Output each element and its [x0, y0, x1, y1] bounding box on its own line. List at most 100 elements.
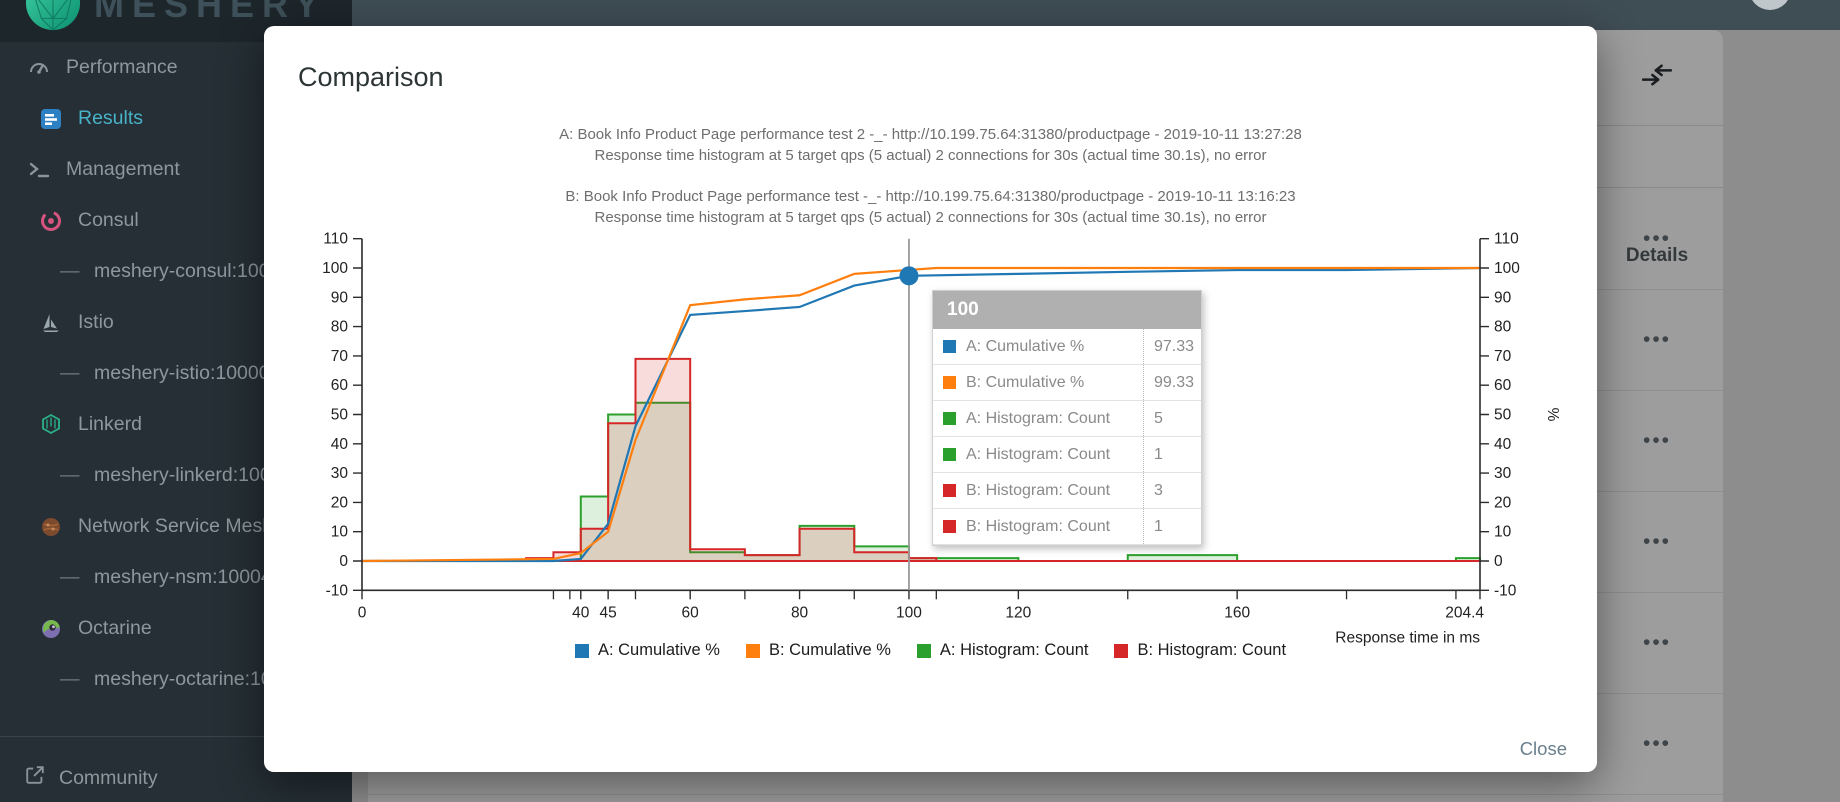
chart-tooltip: 100 A: Cumulative % 97.33 B: Cumulative % 9… — [932, 290, 1202, 546]
tooltip-series-value: 5 — [1143, 401, 1201, 436]
tooltip-rows: A: Cumulative % 97.33 B: Cumulative % 99.33… — [933, 329, 1201, 545]
series-color-swatch — [943, 484, 956, 497]
svg-text:20: 20 — [1494, 494, 1512, 511]
sub-item-dash: — — [60, 362, 80, 384]
svg-text:10: 10 — [1494, 524, 1512, 541]
sidebar-item-label: Linkerd — [78, 413, 142, 435]
row-more-actions-button[interactable]: ••• — [1611, 328, 1703, 352]
svg-text:80: 80 — [1494, 319, 1512, 336]
row-more-actions-button[interactable]: ••• — [1611, 429, 1703, 453]
close-button[interactable]: Close — [1519, 738, 1567, 759]
row-more-actions-button[interactable]: ••• — [1611, 631, 1703, 655]
octarine-icon — [38, 617, 64, 641]
sub-item-dash: — — [60, 260, 80, 282]
cumulative-line-b-cumulative — [361, 266, 1480, 563]
cumulative-line-a-cumulative — [362, 266, 1481, 563]
tooltip-series-value: 1 — [1143, 509, 1201, 544]
legend-label: A: Histogram: Count — [939, 641, 1089, 659]
tooltip-series-label: A: Histogram: Count — [966, 409, 1111, 427]
legend-color-swatch — [745, 643, 760, 658]
legend-label: B: Histogram: Count — [1137, 641, 1287, 659]
sidebar-item-meshery-consul-100[interactable]: — meshery-consul:100 — [0, 246, 352, 297]
chart-legend: A: Cumulative % B: Cumulative % A: Histogr… — [264, 641, 1597, 660]
sidebar-item-label: Istio — [78, 311, 114, 333]
sidebar-item-network-service-mesh[interactable]: Network Service Mesh — [0, 501, 352, 552]
sidebar-item-label: Results — [78, 107, 144, 129]
sidebar-item-octarine[interactable]: Octarine — [0, 603, 352, 654]
sidebar-footer-label: Community — [59, 766, 158, 789]
tooltip-row: B: Histogram: Count 3 — [933, 473, 1201, 509]
svg-text:110: 110 — [323, 231, 348, 248]
svg-text:90: 90 — [331, 289, 349, 306]
tooltip-series-label: B: Histogram: Count — [966, 517, 1111, 535]
sidebar-item-performance[interactable]: Performance — [0, 42, 352, 93]
svg-text:-10: -10 — [1494, 582, 1517, 599]
svg-text:0: 0 — [339, 553, 348, 570]
nsm-icon — [38, 515, 64, 539]
test-a-title: A: Book Info Product Page performance te… — [559, 126, 1302, 143]
table-row: ••• — [368, 694, 1723, 795]
terminal-icon — [26, 158, 52, 182]
consul-icon — [38, 209, 64, 233]
svg-text:0: 0 — [358, 604, 367, 621]
dialog-title: Comparison — [298, 62, 444, 92]
legend-color-swatch — [916, 643, 931, 658]
svg-text:0: 0 — [1494, 553, 1503, 570]
legend-item-a-histogram-count[interactable]: A: Histogram: Count — [916, 641, 1089, 660]
sub-item-dash: — — [60, 464, 80, 486]
svg-text:45: 45 — [600, 604, 617, 621]
legend-item-b-cumulative[interactable]: B: Cumulative % — [745, 641, 891, 660]
sidebar-item-results[interactable]: Results — [0, 93, 352, 144]
sidebar-item-meshery-octarine-10[interactable]: — meshery-octarine:10 — [0, 654, 352, 705]
svg-text:60: 60 — [1494, 377, 1512, 394]
linkerd-icon — [38, 413, 64, 437]
legend-color-swatch — [1114, 643, 1129, 658]
row-more-actions-button[interactable]: ••• — [1611, 227, 1703, 251]
highlighted-data-point — [899, 266, 919, 286]
svg-text:30: 30 — [331, 465, 349, 482]
tooltip-series-label: A: Cumulative % — [966, 337, 1085, 355]
svg-text:50: 50 — [1494, 407, 1512, 424]
sidebar-item-label: Octarine — [78, 617, 152, 639]
tooltip-row: A: Histogram: Count 5 — [933, 401, 1201, 437]
histogram-series-a-histogram-count — [362, 401, 1481, 562]
series-color-swatch — [943, 448, 956, 461]
user-avatar[interactable] — [1749, 0, 1791, 10]
tooltip-series-value: 3 — [1143, 473, 1201, 508]
svg-text:40: 40 — [572, 604, 590, 621]
legend-item-b-histogram-count[interactable]: B: Histogram: Count — [1114, 641, 1286, 660]
sidebar-item-meshery-nsm-10004[interactable]: — meshery-nsm:10004 — [0, 552, 352, 603]
sidebar-item-linkerd[interactable]: Linkerd — [0, 399, 352, 450]
logo-wordmark: MESHERY — [94, 0, 327, 25]
svg-text:204.4: 204.4 — [1445, 604, 1484, 621]
sidebar-item-consul[interactable]: Consul — [0, 195, 352, 246]
legend-label: A: Cumulative % — [597, 641, 720, 659]
sidebar-item-meshery-istio-10000[interactable]: — meshery-istio:10000 — [0, 348, 352, 399]
test-b-heading: B: Book Info Product Page performance te… — [264, 186, 1597, 228]
svg-text:60: 60 — [331, 377, 349, 394]
tooltip-series-value: 97.33 — [1143, 329, 1201, 364]
right-axis-title: % — [1544, 408, 1561, 422]
sidebar-item-meshery-linkerd-100[interactable]: — meshery-linkerd:100 — [0, 450, 352, 501]
test-a-heading: A: Book Info Product Page performance te… — [264, 124, 1597, 166]
svg-text:110: 110 — [1494, 231, 1519, 248]
collapse-arrows-icon[interactable] — [1611, 62, 1703, 91]
svg-text:70: 70 — [1494, 348, 1512, 365]
sidebar-item-community[interactable]: Community — [0, 754, 352, 802]
series-color-swatch — [943, 412, 956, 425]
test-b-title: B: Book Info Product Page performance te… — [565, 188, 1296, 205]
performance-gauge-icon — [26, 56, 52, 80]
sidebar-item-istio[interactable]: Istio — [0, 297, 352, 348]
tooltip-series-label: B: Cumulative % — [966, 373, 1085, 391]
svg-text:100: 100 — [1494, 260, 1520, 277]
details-column-header: Details — [1625, 245, 1689, 266]
row-more-actions-button[interactable]: ••• — [1611, 530, 1703, 554]
svg-text:10: 10 — [331, 524, 349, 541]
row-more-actions-button[interactable]: ••• — [1611, 732, 1703, 756]
svg-text:120: 120 — [1005, 604, 1031, 621]
legend-item-a-cumulative[interactable]: A: Cumulative % — [574, 641, 720, 660]
sub-item-dash: — — [60, 668, 80, 690]
sidebar-item-management[interactable]: Management — [0, 144, 352, 195]
tooltip-row: B: Cumulative % 99.33 — [933, 365, 1201, 401]
